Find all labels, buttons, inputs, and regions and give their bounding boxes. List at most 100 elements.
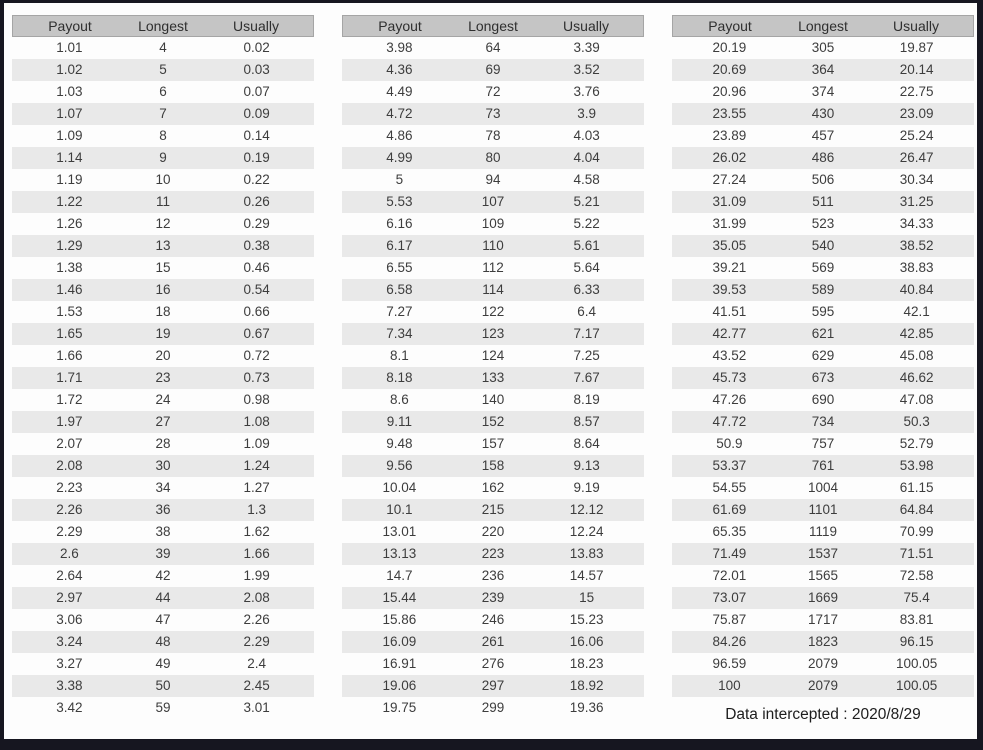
table-row: 96.59 2079 100.05 bbox=[672, 653, 974, 675]
table-cell: 42 bbox=[155, 568, 171, 583]
table-row: 3.27 49 2.4 bbox=[12, 653, 314, 675]
table-row: 13.13 223 13.83 bbox=[342, 543, 644, 565]
table-cell: 19 bbox=[155, 326, 171, 341]
table-cell: 109 bbox=[481, 216, 505, 231]
table-cell: 1.66 bbox=[243, 546, 270, 561]
table-row: 43.52 629 45.08 bbox=[672, 345, 974, 367]
table-cell: 73.07 bbox=[712, 590, 747, 605]
table-cell: 3.39 bbox=[573, 40, 600, 55]
table-row: 20.19 305 19.87 bbox=[672, 37, 974, 59]
table-row: 84.26 1823 96.15 bbox=[672, 631, 974, 653]
table-cell: 1.22 bbox=[56, 194, 83, 209]
table-cell: 7.27 bbox=[386, 304, 413, 319]
table-row: 8.6 140 8.19 bbox=[342, 389, 644, 411]
table-cell: 42.85 bbox=[899, 326, 934, 341]
table-cell: 0.54 bbox=[243, 282, 270, 297]
table-cell: 42.1 bbox=[903, 304, 930, 319]
table-cell: 3.38 bbox=[56, 678, 83, 693]
table-row: 50.9 757 52.79 bbox=[672, 433, 974, 455]
table-row: 10.04 162 9.19 bbox=[342, 477, 644, 499]
table-cell: 4 bbox=[159, 40, 167, 55]
table-row: 27.24 506 30.34 bbox=[672, 169, 974, 191]
table-row: 2.23 34 1.27 bbox=[12, 477, 314, 499]
table-cell: 0.98 bbox=[243, 392, 270, 407]
table-row: 5 94 4.58 bbox=[342, 169, 644, 191]
table-row: 23.89 457 25.24 bbox=[672, 125, 974, 147]
table-cell: 7.67 bbox=[573, 370, 600, 385]
table-cell: 20 bbox=[155, 348, 171, 363]
table-cell: 2.6 bbox=[59, 546, 79, 561]
table-row: 75.87 1717 83.81 bbox=[672, 609, 974, 631]
table-cell: 5.64 bbox=[573, 260, 600, 275]
table-cell: 486 bbox=[811, 150, 835, 165]
table-cell: 5 bbox=[395, 172, 404, 187]
table-cell: 0.67 bbox=[243, 326, 270, 341]
table-cell: 157 bbox=[481, 436, 505, 451]
table-cell: 1.27 bbox=[243, 480, 270, 495]
table-row: 10.1 215 12.12 bbox=[342, 499, 644, 521]
table-cell: 589 bbox=[811, 282, 835, 297]
table-cell: 1.02 bbox=[56, 62, 83, 77]
table-cell: 2.23 bbox=[56, 480, 83, 495]
table-cell: 19.36 bbox=[569, 700, 604, 715]
table-row: 4.36 69 3.52 bbox=[342, 59, 644, 81]
table-cell: 215 bbox=[481, 502, 505, 517]
table-body: 20.19 305 19.87 20.69 364 20.14 20.96 374 22.75 2… bbox=[672, 37, 974, 697]
column-header-longest: Longest bbox=[468, 18, 518, 34]
table-cell: 46.62 bbox=[899, 370, 934, 385]
table-cell: 40.84 bbox=[899, 282, 934, 297]
table-cell: 364 bbox=[811, 62, 835, 77]
table-cell: 16.91 bbox=[382, 656, 417, 671]
column-middle: Payout Longest Usually 3.98 64 3.39 4.36 69 3… bbox=[342, 15, 644, 719]
table-cell: 59 bbox=[155, 700, 171, 715]
table-cell: 2.4 bbox=[247, 656, 266, 671]
table-cell: 3.52 bbox=[573, 62, 600, 77]
table-cell: 11 bbox=[155, 194, 170, 209]
table-cell: 38.83 bbox=[899, 260, 934, 275]
table-row: 1.66 20 0.72 bbox=[12, 345, 314, 367]
table-row: 3.98 64 3.39 bbox=[342, 37, 644, 59]
table-cell: 4.49 bbox=[386, 84, 413, 99]
column-header-usually: Usually bbox=[233, 18, 279, 34]
table-cell: 3.9 bbox=[577, 106, 596, 121]
table-cell: 1.26 bbox=[56, 216, 83, 231]
table-cell: 43.52 bbox=[712, 348, 747, 363]
table-cell: 569 bbox=[811, 260, 835, 275]
table-cell: 12.24 bbox=[569, 524, 604, 539]
table-row: 1.46 16 0.54 bbox=[12, 279, 314, 301]
table-row: 65.35 1119 70.99 bbox=[672, 521, 974, 543]
table-cell: 28 bbox=[155, 436, 171, 451]
table-cell: 2.26 bbox=[243, 612, 270, 627]
table-row: 61.69 1101 64.84 bbox=[672, 499, 974, 521]
table-cell: 48 bbox=[155, 634, 171, 649]
table-cell: 35.05 bbox=[712, 238, 747, 253]
table-row: 8.1 124 7.25 bbox=[342, 345, 644, 367]
table-cell: 65.35 bbox=[712, 524, 747, 539]
table-cell: 13.13 bbox=[382, 546, 417, 561]
table-cell: 123 bbox=[481, 326, 505, 341]
table-cell: 9.11 bbox=[386, 414, 413, 429]
table-row: 16.91 276 18.23 bbox=[342, 653, 644, 675]
table-row: 54.55 1004 61.15 bbox=[672, 477, 974, 499]
table-cell: 15 bbox=[579, 590, 595, 605]
table-row: 9.56 158 9.13 bbox=[342, 455, 644, 477]
table-cell: 107 bbox=[481, 194, 505, 209]
table-row: 16.09 261 16.06 bbox=[342, 631, 644, 653]
table-cell: 39 bbox=[155, 546, 171, 561]
table-cell: 4.86 bbox=[386, 128, 413, 143]
table-cell: 1.66 bbox=[56, 348, 83, 363]
table-cell: 276 bbox=[481, 656, 505, 671]
table-row: 47.72 734 50.3 bbox=[672, 411, 974, 433]
table-row: 7.34 123 7.17 bbox=[342, 323, 644, 345]
table-row: 3.42 59 3.01 bbox=[12, 697, 314, 719]
table-cell: 1823 bbox=[807, 634, 838, 649]
table-cell: 1.46 bbox=[56, 282, 83, 297]
table-cell: 5.61 bbox=[573, 238, 600, 253]
table-row: 42.77 621 42.85 bbox=[672, 323, 974, 345]
table-cell: 72.58 bbox=[899, 568, 934, 583]
table-cell: 0.73 bbox=[243, 370, 270, 385]
table-cell: 75.87 bbox=[712, 612, 747, 627]
table-cell: 69 bbox=[485, 62, 501, 77]
table-cell: 1119 bbox=[808, 524, 837, 539]
